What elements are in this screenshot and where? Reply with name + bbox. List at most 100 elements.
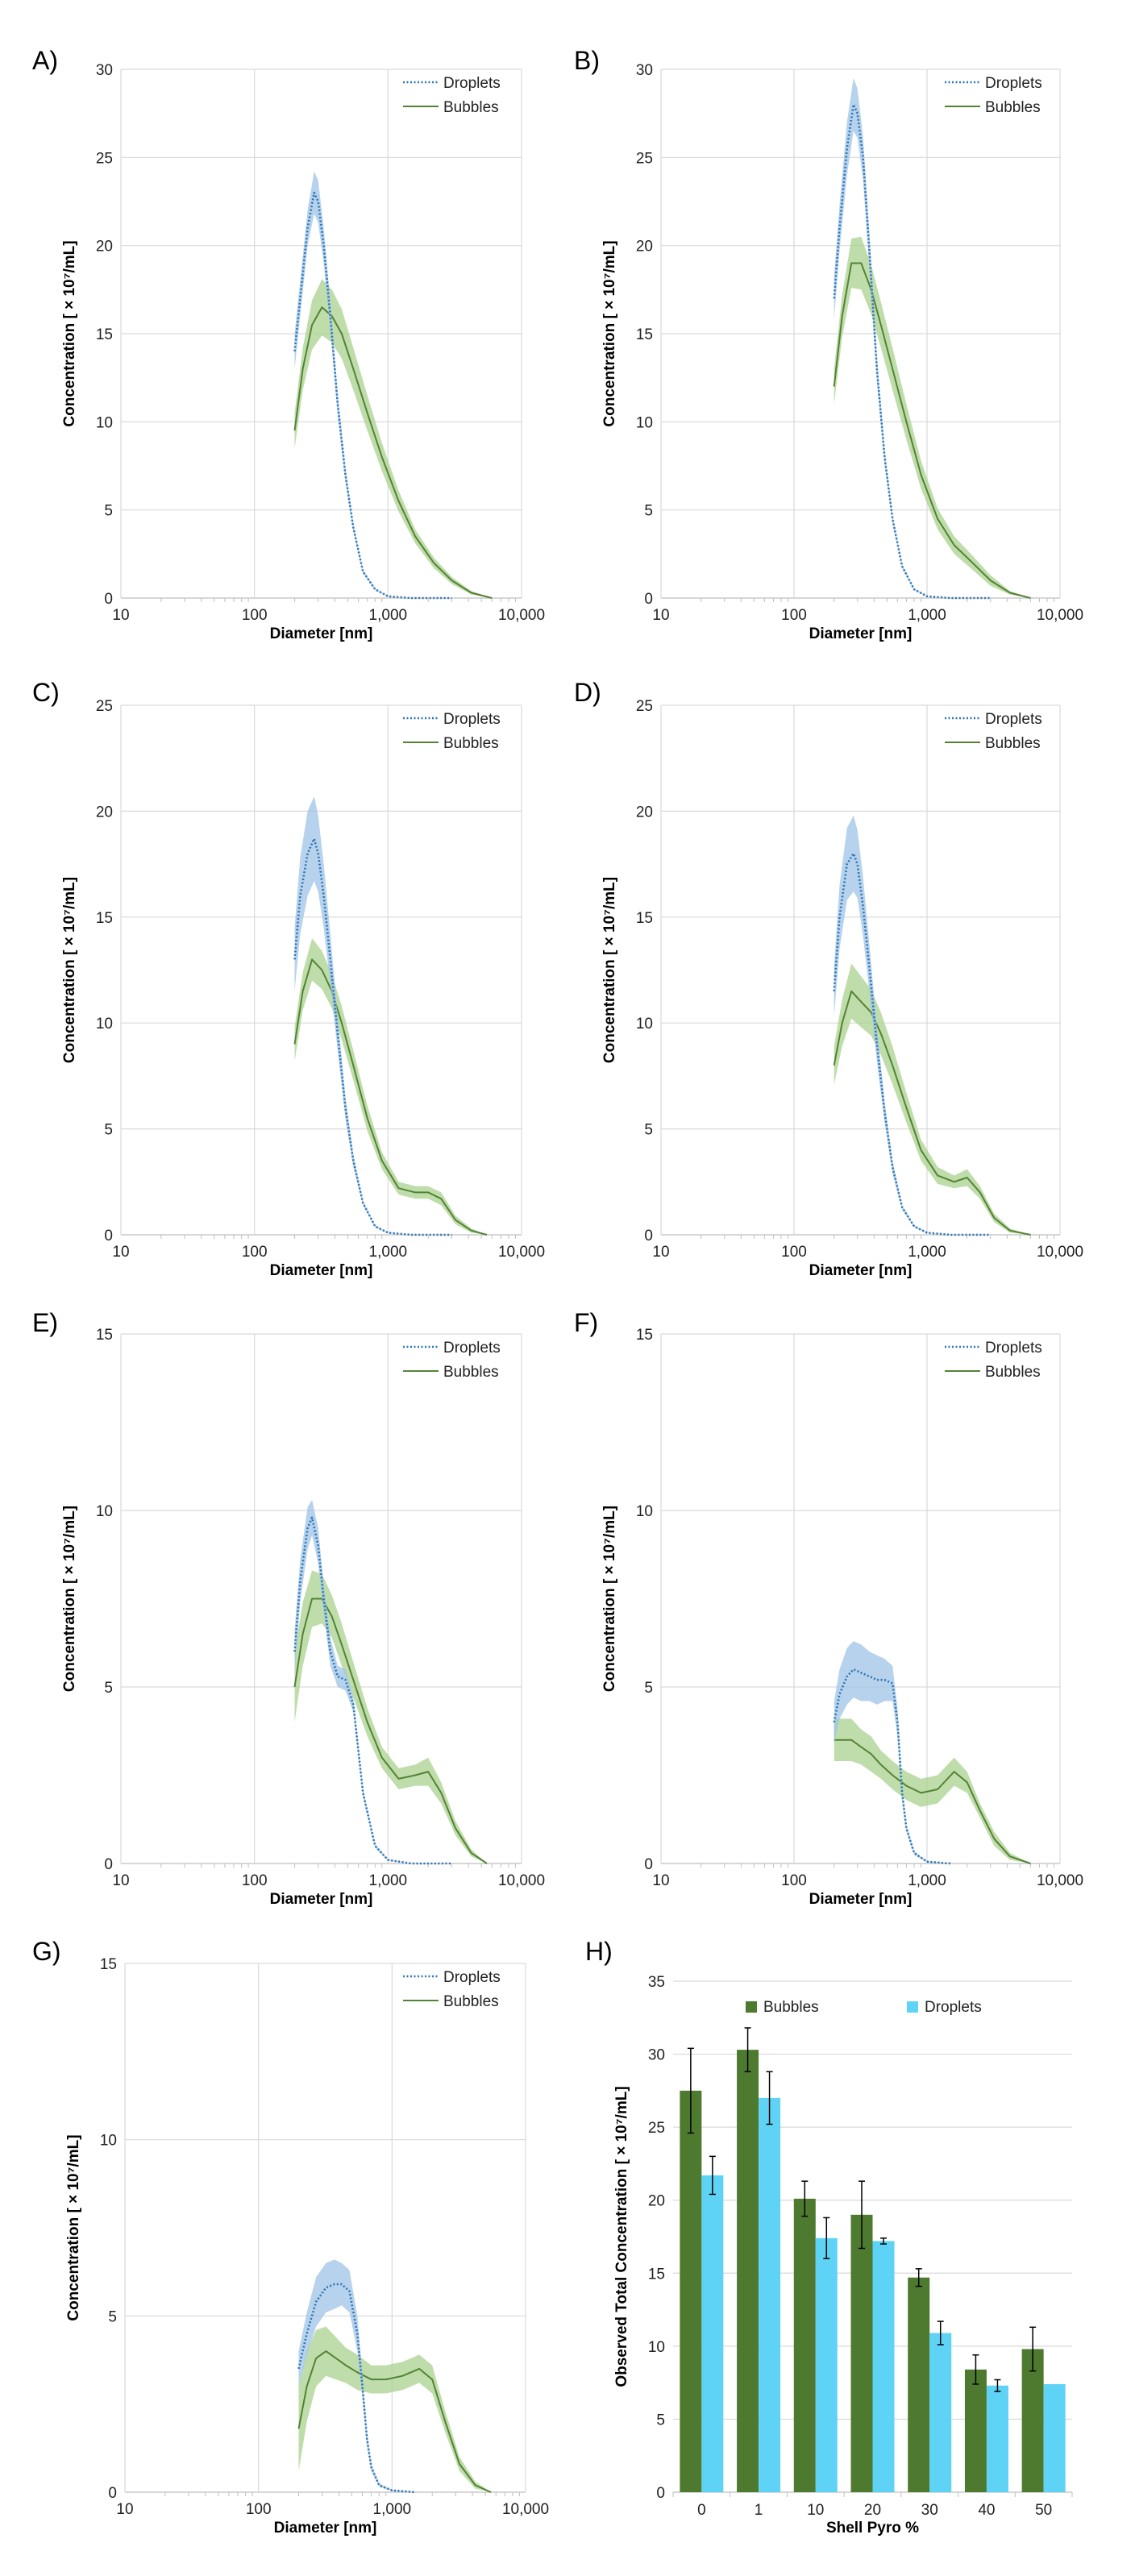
- x-tick-label: 100: [246, 2501, 272, 2518]
- x-tick-label: 10,000: [1037, 607, 1083, 624]
- x-tick-label: 50: [1035, 2502, 1052, 2519]
- y-tick-label: 25: [96, 150, 113, 167]
- y-tick-label: 15: [100, 1956, 117, 1973]
- panel-d: D) 0 5 10 15 20 25 Concentration [ × 10⁷/mL] Dia…: [574, 678, 1083, 1279]
- panel-f: F) 0 5 10 15 Concentration [ × 10⁷/mL] Diamete…: [574, 1308, 1083, 1908]
- y-tick-label: 15: [636, 326, 653, 343]
- x-tick-label: 1,000: [369, 607, 408, 624]
- x-tick-label: 10: [652, 607, 669, 624]
- x-axis-title: Shell Pyro %: [826, 2520, 919, 2537]
- x-tick-label: 1,000: [908, 607, 946, 624]
- bubbles-series-line: [293, 958, 488, 1236]
- x-tick-label: 10,000: [502, 2501, 549, 2518]
- bubbles-error-band: [294, 938, 487, 1235]
- y-tick-label: 10: [96, 414, 113, 431]
- panel-label: F): [574, 1308, 598, 1337]
- panel-e: E) 0 5 10 15 Concentration [ × 10⁷/mL] Diamete…: [32, 1308, 545, 1908]
- panel-label: D): [574, 678, 601, 707]
- x-tick-label: 20: [864, 2502, 881, 2519]
- x-tick-label: 10,000: [498, 607, 545, 624]
- legend-label-bubbles: Bubbles: [985, 1364, 1041, 1381]
- y-tick-label: 10: [636, 1503, 653, 1520]
- x-tick-label: 10: [112, 1872, 129, 1889]
- panel-label: G): [32, 1937, 61, 1966]
- bubbles-series-line: [297, 2350, 492, 2493]
- droplets-series-line: [833, 852, 991, 1236]
- bubbles-series-line: [833, 990, 1031, 1236]
- y-tick-label: 20: [96, 804, 113, 821]
- y-tick-label: 5: [656, 2412, 665, 2429]
- bar-droplets: [929, 2333, 952, 2492]
- y-tick-label: 10: [636, 414, 653, 431]
- y-tick-label: 5: [108, 2308, 117, 2325]
- legend-label-droplets: Droplets: [985, 711, 1042, 728]
- bubbles-series-line: [834, 1739, 1031, 1864]
- y-axis-title: Concentration [ × 10⁷/mL]: [61, 1506, 78, 1692]
- legend-label-bubbles: Bubbles: [443, 735, 499, 752]
- legend-swatch-bubbles: [746, 2001, 757, 2013]
- y-tick-label: 15: [648, 2266, 665, 2283]
- x-tick-label: 1,000: [373, 2501, 412, 2518]
- legend-label-droplets: Droplets: [925, 1999, 982, 2016]
- bubbles-error-band: [294, 1570, 487, 1863]
- bar-bubbles: [964, 2369, 987, 2492]
- droplets-error-band: [834, 815, 991, 1235]
- y-tick-label: 20: [648, 2193, 665, 2210]
- y-tick-label: 25: [636, 150, 653, 167]
- droplets-error-band: [834, 1641, 951, 1863]
- bubbles-error-band: [294, 279, 493, 598]
- legend-label-droplets: Droplets: [443, 1969, 501, 1986]
- bar-bubbles: [737, 2050, 759, 2492]
- bar-bubbles: [850, 2214, 873, 2492]
- panel-c: C) 0 5 10 15 20 25 Concentration [ × 10⁷/mL] Dia…: [32, 678, 545, 1279]
- legend-label-bubbles: Bubbles: [443, 99, 499, 116]
- y-tick-label: 25: [636, 698, 653, 715]
- bar-droplets: [1043, 2383, 1066, 2492]
- y-tick-label: 5: [104, 1680, 113, 1697]
- x-axis-title: Diameter [nm]: [809, 625, 913, 642]
- y-tick-label: 10: [100, 2133, 117, 2150]
- legend-label-bubbles: Bubbles: [443, 1364, 499, 1381]
- droplets-error-band: [294, 171, 452, 599]
- y-axis-title: Observed Total Concentration [ × 10⁷/mL]: [613, 2086, 630, 2387]
- droplets-error-band: [834, 77, 991, 598]
- y-tick-label: 0: [644, 591, 653, 608]
- bubbles-series-line: [833, 262, 1031, 599]
- bar-droplets: [986, 2385, 1008, 2492]
- x-tick-label: 10: [807, 2502, 824, 2519]
- x-tick-label: 10,000: [1037, 1872, 1083, 1889]
- bubbles-error-band: [834, 963, 1031, 1235]
- y-tick-label: 15: [636, 910, 653, 927]
- legend-label-droplets: Droplets: [443, 1340, 501, 1357]
- y-tick-label: 5: [644, 1122, 653, 1139]
- y-tick-label: 0: [108, 2485, 117, 2502]
- droplets-series-line: [833, 103, 991, 600]
- bubbles-series-line: [293, 1598, 488, 1864]
- y-tick-label: 0: [104, 1228, 113, 1244]
- droplets-series-line: [293, 837, 452, 1236]
- x-tick-label: 10: [112, 1244, 129, 1261]
- y-axis-title: Concentration [ × 10⁷/mL]: [601, 1506, 618, 1692]
- y-tick-label: 10: [636, 1016, 653, 1032]
- y-axis-title: Concentration [ × 10⁷/mL]: [65, 2134, 82, 2320]
- panel-label: E): [32, 1308, 58, 1337]
- y-tick-label: 20: [636, 239, 653, 256]
- x-tick-label: 10: [112, 607, 129, 624]
- x-axis-title: Diameter [nm]: [274, 2520, 377, 2537]
- panel-label: C): [32, 678, 60, 707]
- legend-label-droplets: Droplets: [985, 75, 1042, 92]
- legend-label-bubbles: Bubbles: [985, 735, 1041, 752]
- droplets-series-line: [293, 191, 452, 600]
- y-tick-label: 15: [96, 1327, 113, 1344]
- panel-a: A) 0 5 10 15 20 25 30 Concentration [ × 10⁷/mL] D…: [32, 46, 545, 642]
- y-tick-label: 20: [636, 804, 653, 821]
- x-tick-label: 10,000: [498, 1872, 545, 1889]
- panel-label: B): [574, 46, 600, 75]
- bar-bubbles: [793, 2198, 816, 2492]
- x-tick-label: 40: [978, 2502, 995, 2519]
- y-tick-label: 0: [644, 1856, 653, 1873]
- y-axis-title: Concentration [ × 10⁷/mL]: [601, 877, 618, 1063]
- x-axis-title: Diameter [nm]: [809, 1891, 913, 1908]
- x-tick-label: 1,000: [369, 1244, 408, 1261]
